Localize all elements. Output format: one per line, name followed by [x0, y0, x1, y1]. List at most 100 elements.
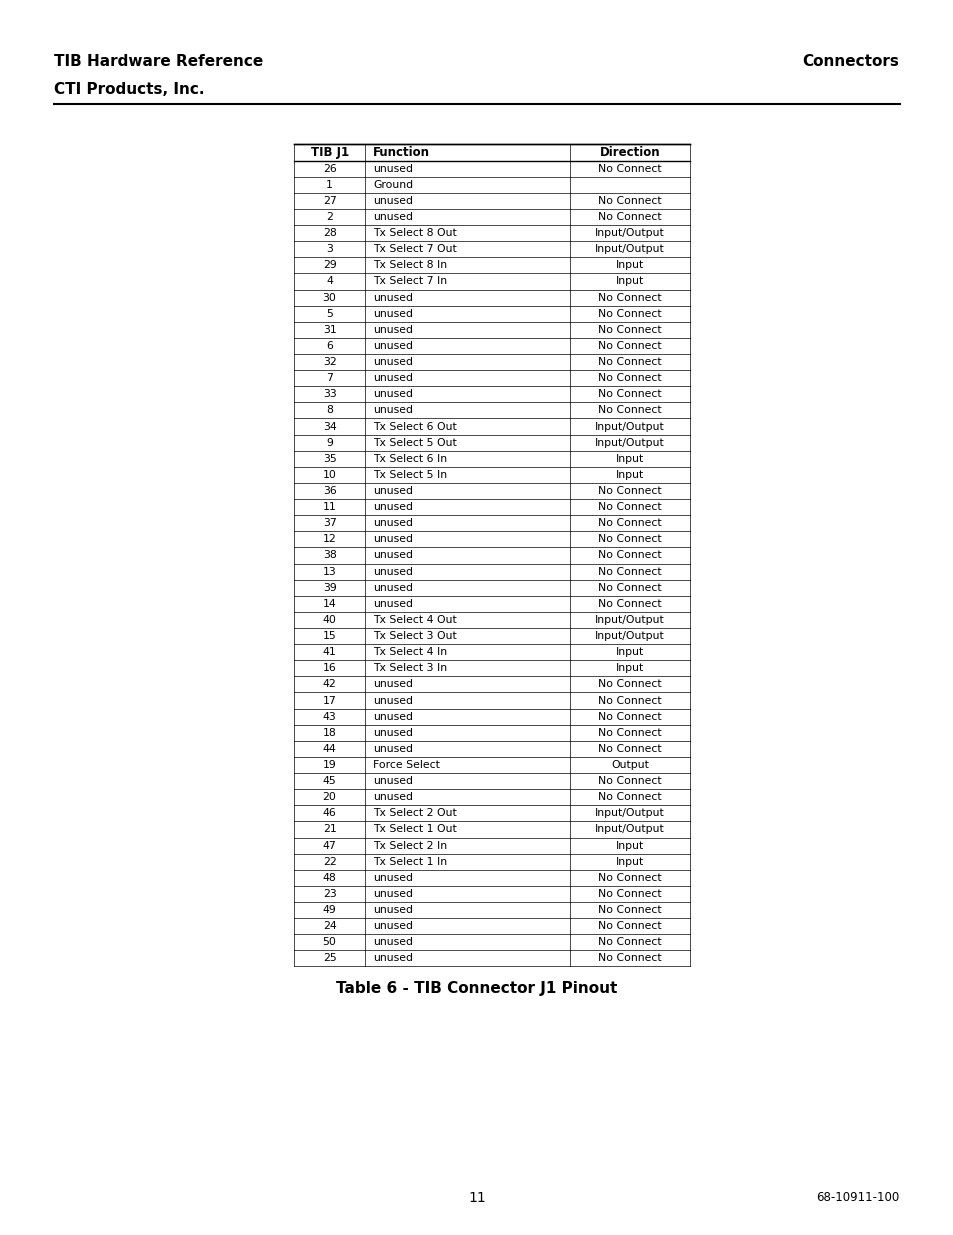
- Bar: [294, 821, 689, 837]
- Text: 47: 47: [322, 841, 336, 851]
- Bar: [294, 338, 689, 354]
- Text: unused: unused: [373, 551, 413, 561]
- Bar: [294, 387, 689, 403]
- Text: unused: unused: [373, 309, 413, 319]
- Text: 2: 2: [326, 212, 333, 222]
- Text: 21: 21: [322, 825, 336, 835]
- Text: Tx Select 2 Out: Tx Select 2 Out: [373, 809, 456, 819]
- Bar: [294, 627, 689, 645]
- Text: 9: 9: [326, 437, 333, 447]
- Bar: [294, 661, 689, 677]
- Text: 33: 33: [322, 389, 336, 399]
- Bar: [294, 370, 689, 387]
- Text: 43: 43: [322, 711, 336, 721]
- Text: 13: 13: [322, 567, 336, 577]
- Text: No Connect: No Connect: [598, 792, 661, 803]
- Bar: [294, 789, 689, 805]
- Text: No Connect: No Connect: [598, 711, 661, 721]
- Text: unused: unused: [373, 889, 413, 899]
- Text: No Connect: No Connect: [598, 743, 661, 753]
- Text: No Connect: No Connect: [598, 889, 661, 899]
- Text: 5: 5: [326, 309, 333, 319]
- Text: unused: unused: [373, 599, 413, 609]
- Text: 7: 7: [326, 373, 333, 383]
- Text: unused: unused: [373, 405, 413, 415]
- Bar: [294, 515, 689, 531]
- Bar: [294, 547, 689, 563]
- Text: No Connect: No Connect: [598, 583, 661, 593]
- Text: unused: unused: [373, 792, 413, 803]
- Text: Tx Select 4 In: Tx Select 4 In: [373, 647, 447, 657]
- Text: unused: unused: [373, 164, 413, 174]
- Text: 22: 22: [322, 857, 336, 867]
- Text: Input: Input: [616, 453, 643, 464]
- Text: No Connect: No Connect: [598, 695, 661, 705]
- Text: No Connect: No Connect: [598, 212, 661, 222]
- Bar: [294, 677, 689, 693]
- Text: unused: unused: [373, 196, 413, 206]
- Text: No Connect: No Connect: [598, 727, 661, 737]
- Bar: [294, 403, 689, 419]
- Bar: [294, 579, 689, 595]
- Bar: [294, 161, 689, 177]
- Text: Input/Output: Input/Output: [595, 631, 664, 641]
- Text: Input/Output: Input/Output: [595, 825, 664, 835]
- Text: unused: unused: [373, 325, 413, 335]
- Bar: [294, 853, 689, 869]
- Bar: [294, 951, 689, 967]
- Text: 24: 24: [322, 921, 336, 931]
- Bar: [294, 451, 689, 467]
- Bar: [294, 467, 689, 483]
- Bar: [294, 273, 689, 289]
- Text: 28: 28: [322, 228, 336, 238]
- Text: TIB J1: TIB J1: [311, 146, 348, 159]
- Bar: [294, 322, 689, 338]
- Bar: [294, 177, 689, 193]
- Bar: [294, 757, 689, 773]
- Text: 48: 48: [322, 873, 336, 883]
- Text: Tx Select 1 Out: Tx Select 1 Out: [373, 825, 456, 835]
- Bar: [294, 419, 689, 435]
- Text: TIB Hardware Reference: TIB Hardware Reference: [54, 54, 263, 69]
- Bar: [294, 241, 689, 257]
- Text: No Connect: No Connect: [598, 309, 661, 319]
- Bar: [294, 645, 689, 661]
- Text: 37: 37: [322, 519, 336, 529]
- Text: Tx Select 6 Out: Tx Select 6 Out: [373, 421, 456, 431]
- Text: No Connect: No Connect: [598, 679, 661, 689]
- Text: 10: 10: [322, 469, 336, 480]
- Text: No Connect: No Connect: [598, 487, 661, 496]
- Bar: [294, 725, 689, 741]
- Text: Function: Function: [373, 146, 430, 159]
- Bar: [294, 435, 689, 451]
- Text: Input: Input: [616, 647, 643, 657]
- Text: 50: 50: [322, 937, 336, 947]
- Text: No Connect: No Connect: [598, 551, 661, 561]
- Text: Input: Input: [616, 663, 643, 673]
- Bar: [294, 225, 689, 241]
- Text: 8: 8: [326, 405, 333, 415]
- Text: 11: 11: [468, 1191, 485, 1205]
- Bar: [294, 499, 689, 515]
- Text: Input/Output: Input/Output: [595, 615, 664, 625]
- Text: 18: 18: [322, 727, 336, 737]
- Text: No Connect: No Connect: [598, 357, 661, 367]
- Text: unused: unused: [373, 873, 413, 883]
- Text: unused: unused: [373, 341, 413, 351]
- Text: No Connect: No Connect: [598, 567, 661, 577]
- Text: unused: unused: [373, 905, 413, 915]
- Text: No Connect: No Connect: [598, 325, 661, 335]
- Text: No Connect: No Connect: [598, 873, 661, 883]
- Bar: [294, 306, 689, 322]
- Text: No Connect: No Connect: [598, 921, 661, 931]
- Text: unused: unused: [373, 357, 413, 367]
- Text: No Connect: No Connect: [598, 535, 661, 545]
- Text: Ground: Ground: [373, 180, 413, 190]
- Text: 44: 44: [322, 743, 336, 753]
- Text: 12: 12: [322, 535, 336, 545]
- Text: 32: 32: [322, 357, 336, 367]
- Text: 68-10911-100: 68-10911-100: [816, 1192, 899, 1204]
- Bar: [294, 805, 689, 821]
- Text: unused: unused: [373, 727, 413, 737]
- Text: unused: unused: [373, 679, 413, 689]
